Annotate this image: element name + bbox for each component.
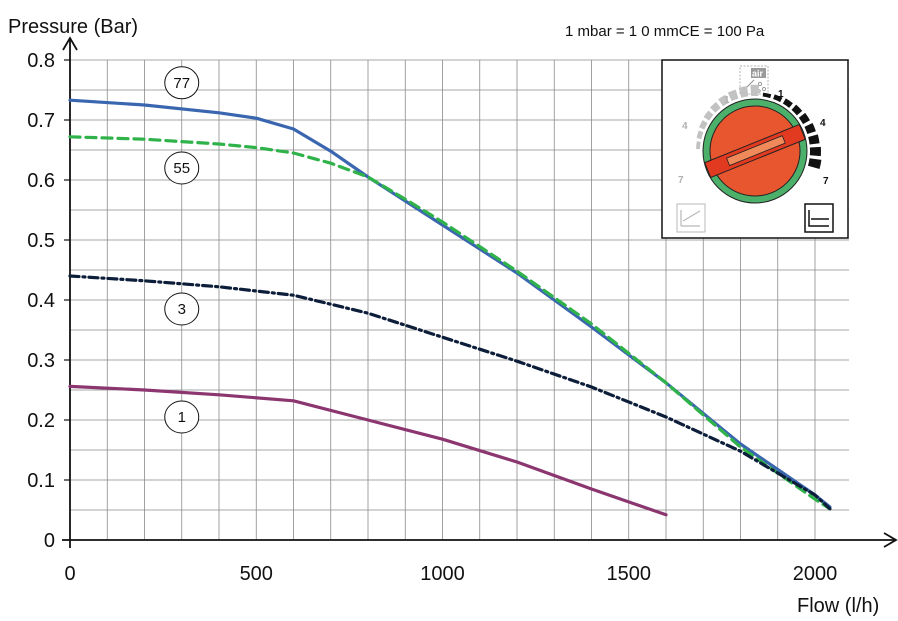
x-axis-label: Flow (l/h) bbox=[797, 595, 879, 617]
right-scale-label-1: 1 bbox=[778, 89, 784, 100]
proportional-scale-arc bbox=[696, 84, 760, 150]
scale-segment bbox=[727, 89, 739, 102]
flat-curve-icon bbox=[676, 203, 706, 233]
y-tick-label: 0.7 bbox=[27, 110, 55, 132]
scale-segment bbox=[807, 158, 822, 170]
y-tick-label: 0.3 bbox=[27, 350, 55, 372]
speed-knob[interactable] bbox=[702, 98, 808, 204]
x-tick-label: 0 bbox=[64, 563, 75, 585]
x-tick-label: 500 bbox=[240, 563, 273, 585]
curve-label-55: 55 bbox=[173, 160, 190, 177]
x-axis-arrow bbox=[883, 532, 898, 548]
scale-segment bbox=[738, 86, 749, 98]
scale-segment bbox=[718, 94, 730, 107]
curve-label-circle bbox=[164, 151, 200, 185]
scale-segment bbox=[804, 122, 816, 135]
left-scale-label-1: 1 bbox=[724, 95, 730, 106]
axes bbox=[62, 36, 898, 548]
curve-label-circle bbox=[164, 66, 200, 100]
scale-segment bbox=[762, 92, 772, 99]
constant-scale-arc bbox=[762, 92, 822, 170]
x-tick-label: 1000 bbox=[420, 563, 465, 585]
scale-segment bbox=[699, 120, 708, 130]
scale-segment bbox=[773, 94, 783, 103]
left-scale-label-4: 4 bbox=[682, 121, 688, 132]
y-tick-labels: 0 0.1 0.2 0.3 0.4 0.5 0.6 0.7 0.8 bbox=[27, 50, 70, 552]
curve-label-circle bbox=[164, 292, 200, 326]
scale-segment bbox=[703, 110, 714, 121]
y-tick-label: 0.2 bbox=[27, 410, 55, 432]
scale-segment bbox=[696, 141, 701, 150]
scale-segment bbox=[798, 112, 810, 125]
y-axis-label: Pressure (Bar) bbox=[8, 16, 138, 38]
scale-segment bbox=[709, 102, 721, 113]
left-scale-label-7: 7 bbox=[678, 175, 684, 186]
curve-label-1: 1 bbox=[178, 409, 186, 426]
series-line-3 bbox=[68, 274, 832, 511]
svg-text:air: air bbox=[752, 69, 764, 79]
scale-segment bbox=[809, 146, 821, 157]
scale-segment bbox=[696, 130, 704, 140]
scale-segment bbox=[808, 134, 820, 145]
scale-segment bbox=[782, 98, 793, 108]
curve-label-3: 3 bbox=[178, 301, 186, 318]
constant-pressure-icon bbox=[804, 203, 834, 233]
right-scale-label-4: 4 bbox=[820, 118, 826, 129]
curve-labels: 77 55 3 1 bbox=[164, 66, 200, 434]
y-tick-label: 0.4 bbox=[27, 290, 55, 312]
y-tick-label: 0.8 bbox=[27, 50, 55, 72]
right-scale-label-7: 7 bbox=[823, 176, 829, 187]
curve-label-77: 77 bbox=[173, 75, 190, 92]
series-line-1 bbox=[68, 384, 668, 517]
y-axis-arrow bbox=[62, 36, 78, 51]
curve-label-circle bbox=[164, 400, 200, 434]
y-tick-label: 0.5 bbox=[27, 230, 55, 252]
series-line-55 bbox=[68, 135, 832, 511]
y-tick-label: 0.6 bbox=[27, 170, 55, 192]
y-tick-label: 0 bbox=[44, 530, 55, 552]
scale-segment bbox=[750, 84, 760, 97]
unit-conversion-note: 1 mbar = 1 0 mmCE = 100 Pa bbox=[565, 23, 765, 40]
x-tick-label: 2000 bbox=[793, 563, 838, 585]
curves bbox=[68, 98, 832, 517]
x-tick-label: 1500 bbox=[607, 563, 652, 585]
y-tick-label: 0.1 bbox=[27, 470, 55, 492]
scale-segment bbox=[791, 104, 803, 116]
speed-selector-inset: air 1 4 7 1 4 7 bbox=[661, 59, 849, 239]
x-tick-labels: 0 500 1000 1500 2000 bbox=[64, 563, 837, 585]
